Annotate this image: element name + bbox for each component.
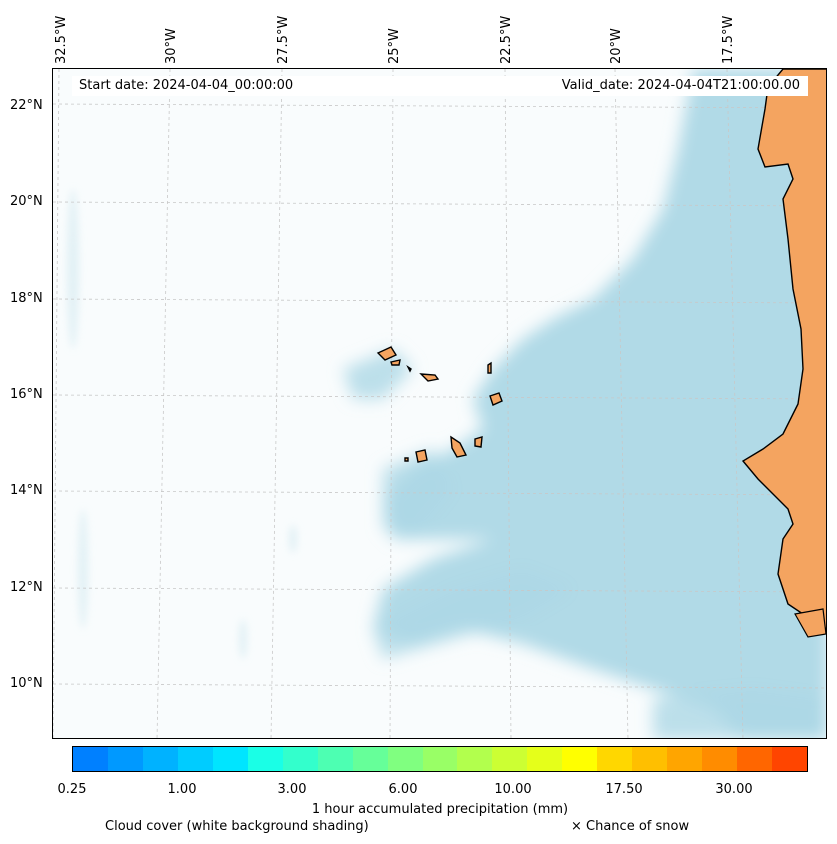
colorbar-cell: [352, 747, 388, 771]
colorbar-cell: [457, 747, 493, 771]
lat-label-12n: 12°N: [10, 580, 43, 595]
colorbar-tick: 17.50: [605, 782, 643, 797]
colorbar-cell: [107, 747, 143, 771]
colorbar-title: 1 hour accumulated precipitation (mm): [311, 802, 569, 817]
colorbar-tick: 1.00: [167, 782, 197, 797]
date-banner: Start date: 2024-04-04_00:00:00 Valid_da…: [72, 76, 808, 96]
lon-label-25w: 25°W: [387, 28, 402, 64]
valid-date-label: Valid_date: 2024-04-04T21:00:00.00: [561, 78, 800, 93]
lon-label-17-5w: 17.5°W: [721, 15, 736, 64]
colorbar-tick: 30.00: [715, 782, 753, 797]
cape-verde-islands: [376, 346, 503, 463]
colorbar-cell: [212, 747, 248, 771]
colorbar-tick: 0.25: [57, 782, 87, 797]
colorbar-cell: [702, 747, 738, 771]
cloud-cover-layer: [343, 69, 826, 738]
colorbar-cell: [492, 747, 528, 771]
cloud-streaks: [67, 189, 297, 659]
colorbar-cell: [142, 747, 178, 771]
land-africa: [741, 69, 826, 638]
colorbar-cell: [562, 747, 598, 771]
colorbar-cell: [247, 747, 283, 771]
colorbar-cell: [387, 747, 423, 771]
lat-label-20n: 20°N: [10, 194, 43, 209]
colorbar-cell: [282, 747, 318, 771]
colorbar-cell: [317, 747, 353, 771]
lat-label-16n: 16°N: [10, 387, 43, 402]
lat-label-18n: 18°N: [10, 291, 43, 306]
lon-label-30w: 30°W: [164, 28, 179, 64]
colorbar-tick: 10.00: [494, 782, 532, 797]
lat-label-14n: 14°N: [10, 483, 43, 498]
lon-label-22-5w: 22.5°W: [499, 15, 514, 64]
colorbar-cell: [667, 747, 703, 771]
map-panel[interactable]: [52, 68, 827, 739]
lon-label-20w: 20°W: [609, 28, 624, 64]
map-canvas: [53, 69, 826, 738]
snow-legend: × Chance of snow: [571, 819, 690, 834]
colorbar-cell: [597, 747, 633, 771]
colorbar-cell: [73, 747, 108, 771]
cloud-cover-legend: Cloud cover (white background shading): [105, 819, 369, 834]
colorbar-cell: [527, 747, 563, 771]
colorbar-tick: 3.00: [277, 782, 307, 797]
colorbar-tick: 6.00: [388, 782, 418, 797]
colorbar-cell: [772, 747, 808, 771]
colorbar-cell: [632, 747, 668, 771]
graticule: [53, 69, 826, 738]
colorbar-cell: [737, 747, 773, 771]
lon-label-27-5w: 27.5°W: [276, 15, 291, 64]
colorbar-cell: [177, 747, 213, 771]
precipitation-colorbar: [72, 746, 808, 772]
colorbar-cell: [422, 747, 458, 771]
lon-label-32-5w: 32.5°W: [54, 15, 69, 64]
lat-label-10n: 10°N: [10, 676, 43, 691]
start-date-label: Start date: 2024-04-04_00:00:00: [79, 78, 294, 93]
lat-label-22n: 22°N: [10, 98, 43, 113]
